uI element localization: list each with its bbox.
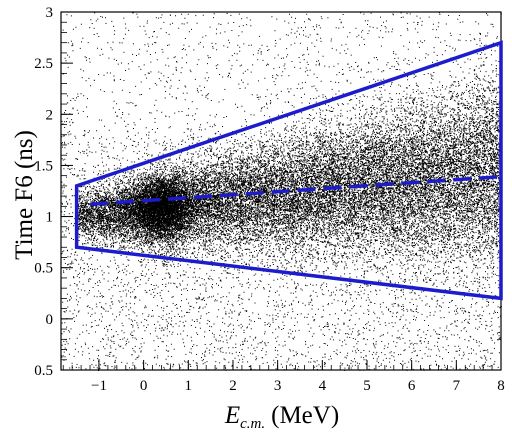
x-axis-label-main: E <box>224 402 240 429</box>
x-tick-label: 0 <box>140 378 148 394</box>
x-tick-label: 3 <box>274 378 282 394</box>
cut-polygon <box>74 40 503 301</box>
x-tick-label: 1 <box>185 378 193 394</box>
x-tick-label: 5 <box>363 378 371 394</box>
x-tick-label: 6 <box>408 378 416 394</box>
y-tick-label: 1.5 <box>34 158 53 174</box>
x-tick-label: −1 <box>91 378 107 394</box>
y-tick-label: 3 <box>46 5 54 21</box>
x-axis-label: Ec.m. (MeV) <box>224 402 339 432</box>
x-axis-label-sub: c.m. <box>240 416 265 432</box>
center-dashed-line <box>89 174 502 207</box>
y-axis-label: Time F6 (ns) <box>11 130 38 260</box>
y-tick-label: 0 <box>46 312 54 328</box>
x-axis-ticks: −1 0 1 2 3 4 5 6 7 8 <box>62 360 505 394</box>
x-tick-label: 7 <box>453 378 461 394</box>
x-tick-label: 8 <box>497 378 505 394</box>
x-axis-label-unit: (MeV) <box>271 402 339 429</box>
y-tick-label: 0.5 <box>34 261 53 277</box>
y-tick-label: 1 <box>46 210 54 226</box>
y-tick-label: 2 <box>46 107 54 123</box>
x-tick-label: 2 <box>229 378 237 394</box>
y-axis-ticks: 0.5 0 0.5 1 1.5 2 2.5 3 <box>34 5 73 379</box>
y-tick-label: 2.5 <box>34 56 53 72</box>
y-tick-label: 0.5 <box>34 363 53 379</box>
x-tick-label: 4 <box>319 378 327 394</box>
